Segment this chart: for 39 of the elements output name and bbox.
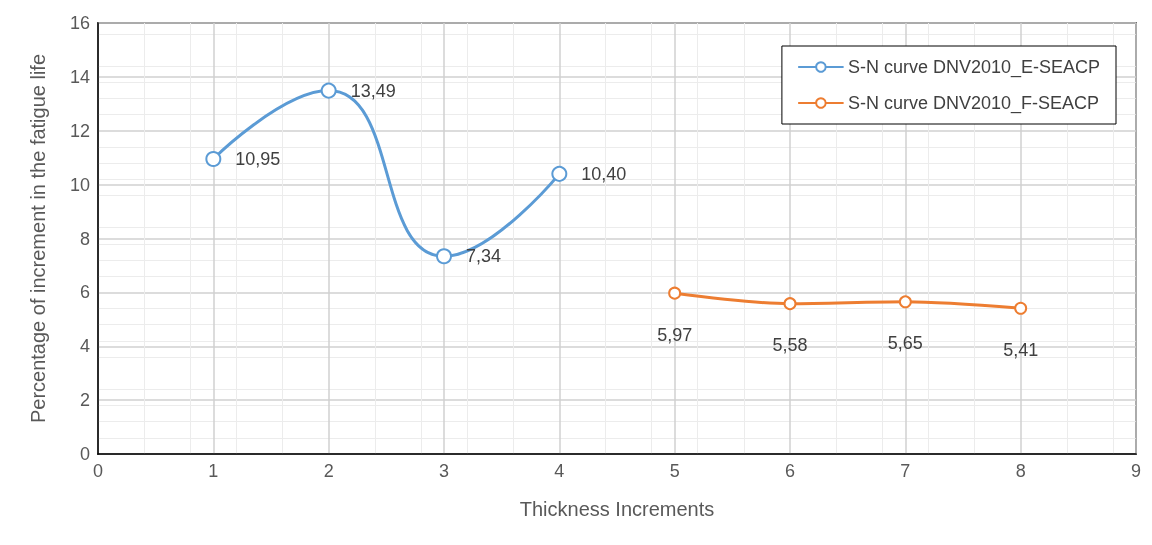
data-label: 10,40 xyxy=(581,163,627,184)
data-label: 7,34 xyxy=(466,246,502,267)
point xyxy=(205,151,222,168)
x-tick-label: 6 xyxy=(784,461,795,481)
data-label: 5,97 xyxy=(657,324,693,345)
y-tick-label: 12 xyxy=(69,120,90,141)
y-tick-label: 2 xyxy=(79,390,90,411)
y-axis-title: Percentage of increment in the fatigue life xyxy=(27,53,49,424)
x-tick-label: 2 xyxy=(323,461,334,481)
data-label: 5,58 xyxy=(772,335,808,356)
x-tick-label: 5 xyxy=(669,461,680,481)
x-tick-label: 7 xyxy=(900,461,911,481)
x-tick-label: 8 xyxy=(1015,461,1026,481)
x-tick-label: 0 xyxy=(92,461,104,481)
y-tick-label: 16 xyxy=(69,13,90,33)
x-axis-title: Thickness Increments xyxy=(519,498,715,520)
y-tick-label: 8 xyxy=(79,228,90,249)
x-tick-label: 3 xyxy=(438,461,450,481)
data-label: 5,41 xyxy=(1003,339,1039,360)
y-tick-label: 0 xyxy=(79,444,90,464)
legend-label: S-N curve DNV2010_F-SEACP xyxy=(847,93,1099,114)
point xyxy=(436,248,452,265)
x-tick-label: 1 xyxy=(208,461,219,481)
legend-label: S-N curve DNV2010_E-SEACP xyxy=(847,57,1101,78)
point xyxy=(668,286,682,300)
data-label: 10,95 xyxy=(235,149,281,170)
data-label: 13,49 xyxy=(350,80,396,101)
x-tick-label: 4 xyxy=(554,461,565,481)
x-tick-label: 9 xyxy=(1130,461,1141,481)
data-label: 5,65 xyxy=(887,333,923,354)
y-tick-label: 4 xyxy=(79,336,90,357)
point xyxy=(898,295,912,309)
point xyxy=(783,297,797,311)
y-tick-label: 14 xyxy=(69,66,90,87)
y-tick-label: 6 xyxy=(79,282,90,303)
point xyxy=(551,165,568,182)
point xyxy=(1014,301,1028,315)
y-tick-label: 10 xyxy=(69,174,90,195)
point xyxy=(320,82,337,99)
